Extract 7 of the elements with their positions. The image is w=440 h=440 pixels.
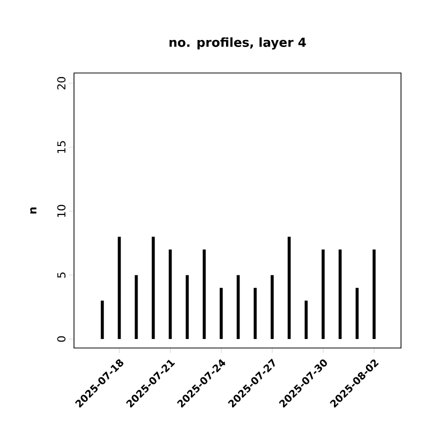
y-axis-title: n [30,207,36,214]
y-tick-label: 20 [57,76,66,90]
y-tick-label: 0 [57,336,66,342]
y-tick-label: 10 [57,204,66,217]
y-tick-label: 5 [57,272,66,278]
chart-title: no. profiles, layer 4 [170,37,306,50]
y-tick-label: 15 [57,141,66,153]
